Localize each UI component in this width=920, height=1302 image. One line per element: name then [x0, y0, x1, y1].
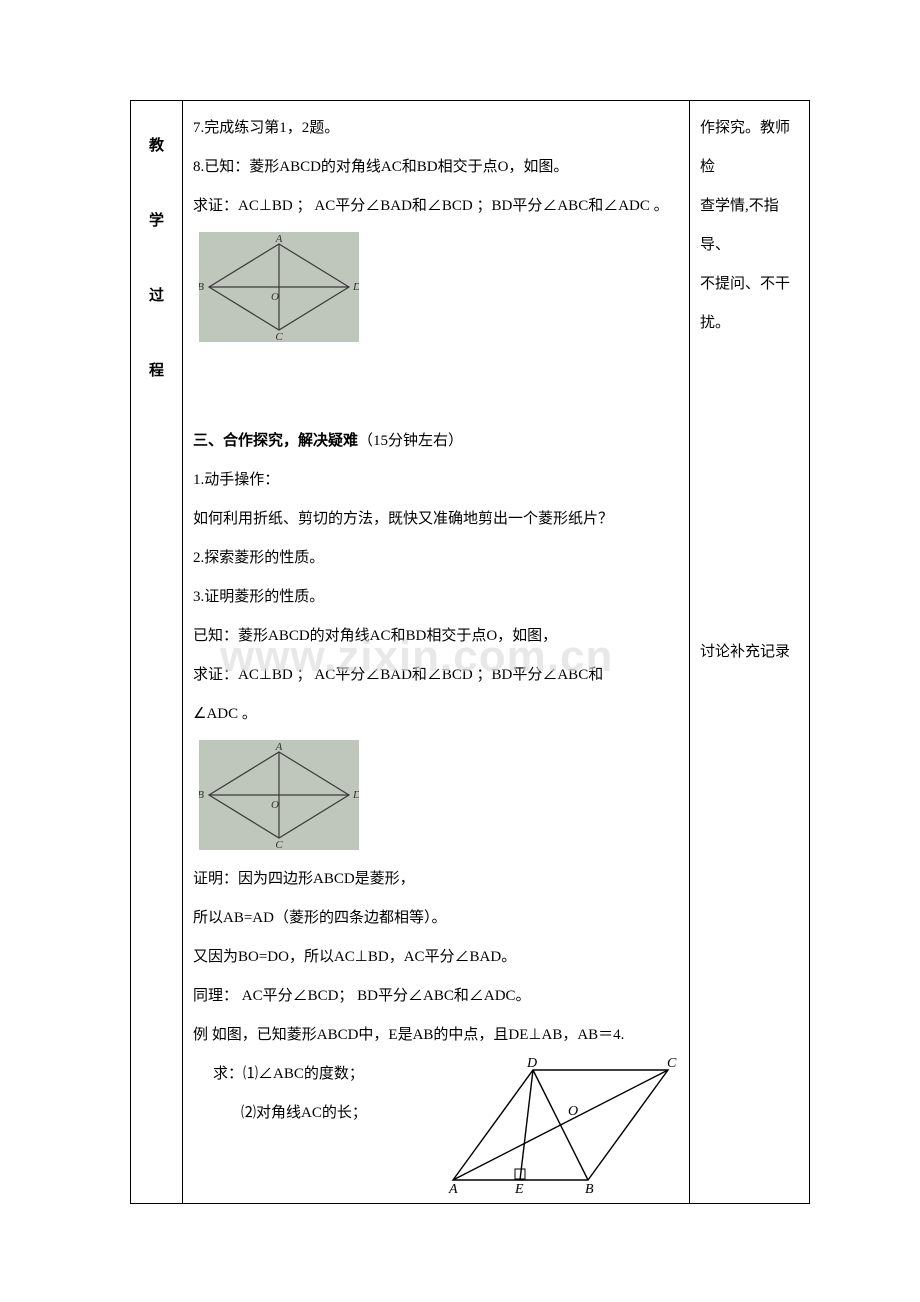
proof-line-2: 所以AB=AD（菱形的四条边都相等）。: [193, 899, 679, 938]
svg-text:O: O: [271, 291, 279, 303]
right-column: 作探究。教师检 查学情,不指导、 不提问、不干扰。 讨论补充记录: [690, 101, 810, 1204]
parallelogram-figure: A B C D E O: [443, 1055, 678, 1195]
s3-line-3: 2.探索菱形的性质。: [193, 539, 679, 578]
document-table: 教 学 过 程 7.完成练习第1，2题。 8.已知：菱形ABCD的对角线AC和B…: [130, 100, 810, 1204]
rhombus-figure-2: A B C D O: [199, 740, 359, 850]
section3-heading: 三、合作探究，解决疑难（15分钟左右）: [193, 422, 679, 461]
section3-time: （15分钟左右）: [358, 433, 463, 449]
svg-text:C: C: [667, 1056, 677, 1071]
line-8: 8.已知：菱形ABCD的对角线AC和BD相交于点O，如图。: [193, 148, 679, 187]
left-column: 教 学 过 程: [131, 101, 183, 1204]
s3-line-6: 求证：AC⊥BD ； AC平分∠BAD和∠BCD ；BD平分∠ABC和: [193, 656, 679, 695]
line-7: 7.完成练习第1，2题。: [193, 109, 679, 148]
svg-text:O: O: [271, 799, 279, 811]
right-note-1b: 查学情,不指导、: [700, 187, 799, 265]
section3-title: 三、合作探究，解决疑难: [193, 433, 358, 449]
example-intro: 例 如图，已知菱形ABCD中，E是AB的中点，且DE⊥AB，AB＝4.: [193, 1016, 679, 1055]
left-char-4: 程: [141, 334, 172, 409]
svg-text:B: B: [585, 1182, 594, 1195]
example-q1: 求：⑴∠ABC的度数；: [193, 1055, 423, 1094]
svg-text:O: O: [568, 1104, 578, 1119]
svg-text:D: D: [352, 281, 359, 293]
s3-line-2: 如何利用折纸、剪切的方法，既快又准确地剪出一个菱形纸片？: [193, 500, 679, 539]
s3-line-1: 1.动手操作：: [193, 461, 679, 500]
s3-line-6b: ∠ADC 。: [193, 695, 679, 734]
right-note-1a: 作探究。教师检: [700, 109, 799, 187]
svg-text:C: C: [275, 839, 283, 850]
svg-text:D: D: [352, 789, 359, 801]
svg-text:A: A: [275, 741, 283, 753]
proof-line-4: 同理： AC平分∠BCD； BD平分∠ABC和∠ADC。: [193, 977, 679, 1016]
right-note-2: 讨论补充记录: [700, 633, 799, 672]
proof-line-1: 证明：因为四边形ABCD是菱形，: [193, 860, 679, 899]
s3-line-5: 已知：菱形ABCD的对角线AC和BD相交于点O，如图，: [193, 617, 679, 656]
rhombus-figure-1: A B C D O: [199, 232, 359, 342]
svg-text:E: E: [514, 1182, 524, 1195]
left-char-3: 过: [141, 259, 172, 334]
svg-text:B: B: [199, 281, 204, 293]
left-char-1: 教: [141, 109, 172, 184]
svg-text:C: C: [275, 331, 283, 342]
example-q2: ⑵对角线AC的长；: [193, 1094, 423, 1133]
line-8-prove: 求证：AC⊥BD ； AC平分∠BAD和∠BCD ；BD平分∠ABC和∠ADC …: [193, 187, 679, 226]
s3-line-4: 3.证明菱形的性质。: [193, 578, 679, 617]
svg-text:A: A: [448, 1182, 458, 1195]
svg-text:A: A: [275, 233, 283, 245]
left-char-2: 学: [141, 184, 172, 259]
svg-text:D: D: [526, 1056, 537, 1071]
svg-text:B: B: [199, 789, 204, 801]
main-column: 7.完成练习第1，2题。 8.已知：菱形ABCD的对角线AC和BD相交于点O，如…: [183, 101, 690, 1204]
proof-line-3: 又因为BO=DO，所以AC⊥BD，AC平分∠BAD。: [193, 938, 679, 977]
right-note-1c: 不提问、不干扰。: [700, 265, 799, 343]
